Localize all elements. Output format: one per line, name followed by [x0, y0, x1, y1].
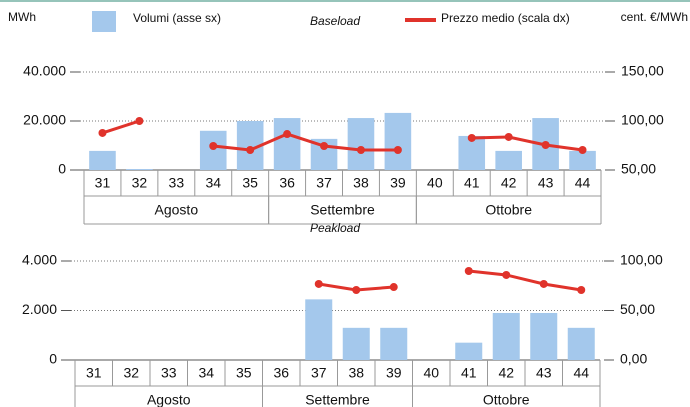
chart-title: Peakload [310, 221, 360, 235]
group-label: Agosto [155, 202, 199, 218]
y-tick-label: 20.000 [23, 112, 66, 128]
price-point [320, 141, 329, 150]
price-point [98, 128, 107, 137]
legend-label: Prezzo medio (scala dx) [441, 11, 570, 25]
bar [492, 312, 520, 360]
x-tick-label: 40 [427, 175, 443, 191]
group-label: Agosto [147, 392, 191, 407]
bar [89, 150, 116, 170]
x-tick-label: 34 [205, 175, 221, 191]
x-tick-label: 36 [273, 365, 289, 381]
y2-tick-label: 0,00 [620, 351, 647, 367]
y-tick-label: 40.000 [23, 63, 66, 79]
price-point [578, 146, 587, 155]
bar [199, 130, 227, 170]
x-tick-label: 42 [498, 365, 514, 381]
x-tick-label: 34 [198, 365, 214, 381]
x-tick-label: 41 [464, 175, 480, 191]
x-tick-label: 33 [169, 175, 185, 191]
x-tick-label: 41 [461, 365, 477, 381]
x-tick-label: 35 [242, 175, 258, 191]
x-tick-label: 43 [538, 175, 554, 191]
price-point [393, 146, 402, 155]
x-tick-label: 37 [311, 365, 327, 381]
x-tick-label: 31 [86, 365, 102, 381]
bar [126, 169, 153, 170]
x-tick-label: 38 [348, 365, 364, 381]
y-tick-label: 2.000 [22, 301, 57, 317]
bar [380, 327, 408, 360]
x-tick-label: 42 [501, 175, 517, 191]
y2-unit: cent. €/MWh [621, 10, 688, 24]
price-point [389, 283, 398, 292]
y-tick-label: 0 [49, 351, 57, 367]
x-tick-label: 44 [575, 175, 591, 191]
price-point [504, 132, 513, 141]
bar [569, 150, 596, 170]
y2-tick-label: 50,00 [621, 161, 656, 177]
y-tick-label: 0 [58, 161, 66, 177]
group-label: Ottobre [485, 202, 532, 218]
price-point [283, 130, 292, 139]
y-tick-label: 4.000 [22, 252, 57, 268]
price-point [467, 133, 476, 142]
x-tick-label: 40 [423, 365, 439, 381]
bar [347, 118, 375, 170]
price-point [541, 141, 550, 150]
x-tick-label: 38 [353, 175, 369, 191]
price-point [352, 286, 361, 295]
price-point [135, 117, 144, 125]
x-tick-label: 36 [279, 175, 295, 191]
bar [455, 342, 483, 360]
x-tick-label: 39 [386, 365, 402, 381]
x-tick-label: 37 [316, 175, 332, 191]
y2-tick-label: 150,00 [621, 63, 664, 79]
bar [567, 327, 595, 360]
x-tick-label: 39 [390, 175, 406, 191]
price-point [502, 270, 511, 279]
x-tick-label: 32 [123, 365, 139, 381]
chart-title: Baseload [310, 14, 360, 28]
y2-tick-label: 100,00 [621, 112, 664, 128]
y2-tick-label: 50,00 [620, 301, 655, 317]
legend-label: Volumi (asse sx) [133, 11, 221, 25]
legend-swatch [92, 11, 116, 32]
x-tick-label: 35 [236, 365, 252, 381]
y2-tick-label: 100,00 [620, 252, 663, 268]
price-line [102, 119, 583, 152]
price-point [539, 279, 548, 288]
price-point [577, 286, 586, 295]
bar [342, 327, 370, 360]
bar [384, 112, 412, 170]
y-unit: MWh [8, 10, 36, 24]
price-point [209, 141, 218, 150]
group-label: Settembre [310, 202, 375, 218]
group-label: Ottobre [483, 392, 530, 407]
group-label: Settembre [305, 392, 370, 407]
x-tick-label: 31 [95, 175, 111, 191]
x-tick-label: 33 [161, 365, 177, 381]
x-tick-label: 43 [536, 365, 552, 381]
bar [530, 312, 558, 360]
x-tick-label: 32 [132, 175, 148, 191]
price-point [246, 146, 255, 155]
x-tick-label: 44 [573, 365, 589, 381]
bar [273, 118, 301, 170]
price-point [314, 279, 323, 288]
bar [495, 150, 522, 170]
bar [305, 299, 333, 360]
price-point [356, 146, 365, 155]
price-point [464, 266, 473, 275]
